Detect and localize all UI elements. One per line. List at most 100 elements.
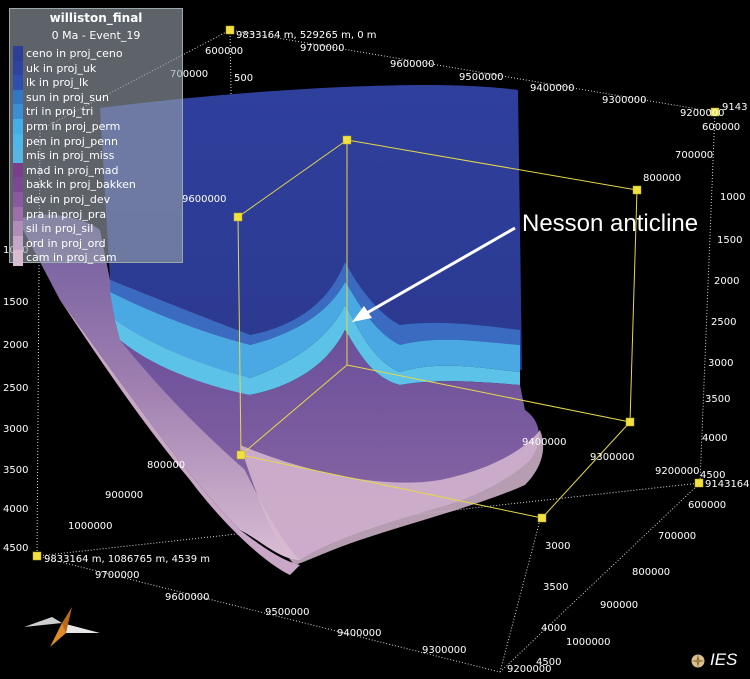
- tick-bottom-easting-3: 800000: [632, 567, 670, 578]
- legend-item-label: ceno in proj_ceno: [26, 47, 123, 60]
- strata-upper-band: [110, 262, 520, 345]
- legend-item[interactable]: pen in proj_penn: [10, 133, 182, 150]
- tick-right-depth-7: 4000: [702, 433, 727, 444]
- tick-left-depth-3: 1500: [3, 297, 28, 308]
- tick-bottom-northing-6: 9200000: [507, 664, 552, 675]
- tick-right-depth-3: 2000: [714, 276, 739, 287]
- legend-subtitle: 0 Ma - Event_19: [51, 29, 141, 42]
- corner-label-right-mid: 9143164: [705, 479, 750, 490]
- legend-item[interactable]: mis in proj_miss: [10, 148, 182, 165]
- legend-item-label: sil in proj_sil: [26, 222, 94, 236]
- legend-item[interactable]: uk in proj_uk: [10, 60, 182, 77]
- basin-side-wall: [18, 214, 300, 560]
- legend-swatch: [13, 250, 23, 267]
- tick-right-easting-3: 800000: [643, 173, 681, 184]
- tick-right-depth-5: 3000: [708, 358, 733, 369]
- tick-inner-northing-2: 9300000: [590, 452, 635, 463]
- legend-item[interactable]: pra in proj_pra: [10, 206, 182, 223]
- tick-right-easting-1: 600000: [702, 122, 740, 133]
- legend-swatch: [13, 104, 23, 121]
- corner-label-top: 9833164 m, 529265 m, 0 m: [236, 30, 377, 41]
- study-area-box: [237, 139, 638, 519]
- tick-top-northing-6: 9200000: [680, 108, 725, 119]
- tick-bottom-easting-1: 600000: [688, 500, 726, 511]
- tick-top-easting-1: 600000: [205, 46, 243, 57]
- tick-top-northing-5: 9300000: [602, 95, 647, 106]
- legend-swatch: [13, 119, 23, 135]
- tick-bottom-northing-2: 9600000: [165, 592, 210, 603]
- tick-right-depth-2: 1500: [717, 235, 742, 246]
- legend-item[interactable]: mad in proj_mad: [10, 162, 182, 179]
- tick-bottom-northing-4: 9400000: [337, 628, 382, 639]
- legend-swatch: [13, 206, 23, 223]
- legend-swatch: [13, 221, 23, 238]
- strata-cyan-band: [115, 305, 520, 395]
- legend-item[interactable]: ord in proj_ord: [10, 235, 182, 252]
- legend-item[interactable]: prm in proj_perm: [10, 119, 182, 135]
- legend-item[interactable]: sun in proj_sun: [10, 89, 182, 106]
- tick-top-northing-3: 9500000: [459, 72, 504, 83]
- legend-item[interactable]: tri in proj_tri: [10, 104, 182, 121]
- legend-item[interactable]: bakk in proj_bakken: [10, 177, 182, 194]
- tick-right-easting-2: 700000: [675, 150, 713, 161]
- tick-inner-northing-3: 9200000: [655, 466, 700, 477]
- legend-item-label: sun in proj_sun: [26, 90, 109, 104]
- ies-logo-icon: [691, 654, 705, 668]
- tick-bottom-easting-2: 700000: [658, 531, 696, 542]
- legend-item-label: prm in proj_perm: [26, 120, 121, 133]
- tick-front-depth-1: 3000: [545, 541, 570, 552]
- layer-legend[interactable]: williston_final 0 Ma - Event_19 ceno in …: [9, 8, 183, 267]
- legend-item-label: pra in proj_pra: [26, 207, 107, 221]
- tick-left-depth-5: 2500: [3, 383, 28, 394]
- tick-inner-easting-2: 900000: [105, 490, 143, 501]
- tick-bottom-northing-1: 9700000: [95, 570, 140, 581]
- legend-item-label: dev in proj_dev: [26, 193, 111, 206]
- legend-item-label: pen in proj_penn: [26, 134, 118, 148]
- tick-bottom-easting-5: 1000000: [566, 637, 611, 648]
- legend-item[interactable]: sil in proj_sil: [10, 221, 182, 238]
- legend-item[interactable]: lk in proj_lk: [10, 75, 182, 92]
- basin-base-pink: [240, 430, 544, 565]
- tick-top-easting-2: 700000: [170, 69, 208, 80]
- legend-item-label: bakk in proj_bakken: [26, 178, 136, 192]
- tick-left-depth-4: 2000: [3, 340, 28, 351]
- annotation-label: Nesson anticline: [522, 210, 699, 237]
- legend-swatch: [13, 192, 23, 208]
- tick-left-depth-7: 3500: [3, 465, 28, 476]
- tick-right-depth-1: 1000: [720, 192, 745, 203]
- compass-orientation-icon[interactable]: [22, 605, 102, 650]
- legend-swatch: [13, 148, 23, 165]
- tick-inner-easting-3: 1000000: [68, 521, 113, 532]
- axis-tick-labels: 9700000 9600000 9500000 9400000 9300000 …: [3, 30, 750, 675]
- tick-front-depth-2: 3500: [543, 582, 568, 593]
- legend-item[interactable]: dev in proj_dev: [10, 192, 182, 208]
- legend-swatch: [13, 75, 23, 92]
- legend-swatch: [13, 46, 23, 62]
- legend-swatch: [13, 89, 23, 106]
- tick-left-depth-6: 3000: [3, 424, 28, 435]
- tick-left-depth-8: 4000: [3, 504, 28, 515]
- tick-front-depth-3: 4000: [541, 623, 566, 634]
- legend-swatch: [13, 177, 23, 194]
- legend-swatch: [13, 133, 23, 150]
- legend-item-label: uk in proj_uk: [26, 61, 97, 75]
- ies-logo-text: IES: [710, 650, 738, 669]
- tick-top-northing-2: 9600000: [390, 59, 435, 70]
- tick-left-depth-9: 4500: [3, 543, 28, 554]
- tick-right-depth-8: 4500: [700, 470, 725, 481]
- tick-inner-easting-1: 800000: [147, 460, 185, 471]
- corner-label-right-top: 9143: [722, 102, 747, 113]
- legend-swatch: [13, 162, 23, 179]
- tick-inner-box-1: 9600000: [182, 194, 227, 205]
- legend-item[interactable]: cam in proj_cam: [10, 250, 182, 267]
- legend-item-label: mad in proj_mad: [26, 163, 119, 177]
- corner-label-bottom-left: 9833164 m, 1086765 m, 4539 m: [44, 554, 210, 565]
- annotation-arrow: [352, 226, 516, 322]
- legend-item-label: tri in proj_tri: [26, 105, 94, 119]
- legend-swatch: [13, 60, 23, 77]
- tick-bottom-easting-4: 900000: [600, 600, 638, 611]
- tick-bottom-northing-5: 9300000: [422, 645, 467, 656]
- legend-item[interactable]: ceno in proj_ceno: [10, 46, 182, 62]
